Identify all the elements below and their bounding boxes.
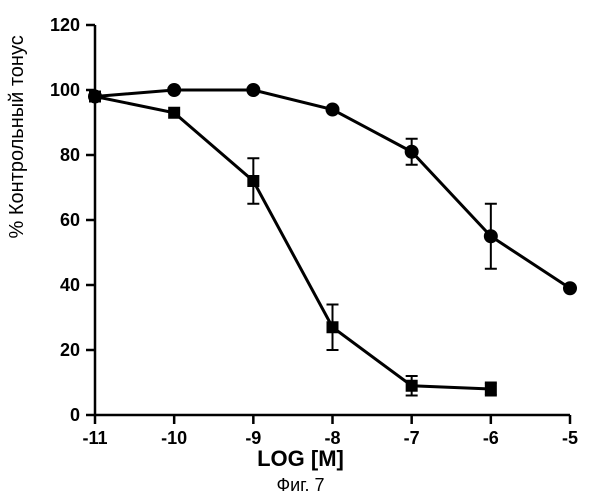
circle-series-marker xyxy=(246,83,260,97)
circle-series-marker xyxy=(405,145,419,159)
x-tick-label: -8 xyxy=(324,428,340,448)
x-tick-label: -10 xyxy=(161,428,187,448)
figure-caption: Фиг. 7 xyxy=(0,475,601,496)
x-tick-label: -9 xyxy=(245,428,261,448)
square-series-line xyxy=(95,97,491,390)
chart-svg: 0 20 40 60 80 100 120 -11 -10 -9 -8 -7 -6 -5 xyxy=(0,0,601,500)
square-series-marker xyxy=(168,107,180,119)
y-tick-label: 80 xyxy=(60,145,80,165)
x-tick-label: -6 xyxy=(483,428,499,448)
square-series-marker xyxy=(406,380,418,392)
y-tick-label: 40 xyxy=(60,275,80,295)
x-tick-label: -5 xyxy=(562,428,578,448)
square-series-marker xyxy=(89,91,101,103)
x-axis-label: LOG [M] xyxy=(0,446,601,472)
y-tick-label: 0 xyxy=(70,405,80,425)
circle-series-marker xyxy=(563,281,577,295)
y-tick-label: 100 xyxy=(50,80,80,100)
x-tick-label: -7 xyxy=(404,428,420,448)
y-tick-label: 120 xyxy=(50,15,80,35)
y-tick-label: 60 xyxy=(60,210,80,230)
circle-series-line xyxy=(95,90,570,288)
y-tick-label: 20 xyxy=(60,340,80,360)
x-tick-label: -11 xyxy=(82,428,107,448)
square-series-marker xyxy=(485,383,497,395)
square-series-marker xyxy=(327,321,339,333)
square-series-marker xyxy=(247,175,259,187)
circle-series-marker xyxy=(167,83,181,97)
chart-container: % Контрольный тонус 0 20 40 60 80 100 120 -11 -1… xyxy=(0,0,601,500)
circle-series-marker xyxy=(326,103,340,117)
y-axis-label: % Контрольный тонус xyxy=(6,35,29,238)
circle-series-marker xyxy=(484,229,498,243)
